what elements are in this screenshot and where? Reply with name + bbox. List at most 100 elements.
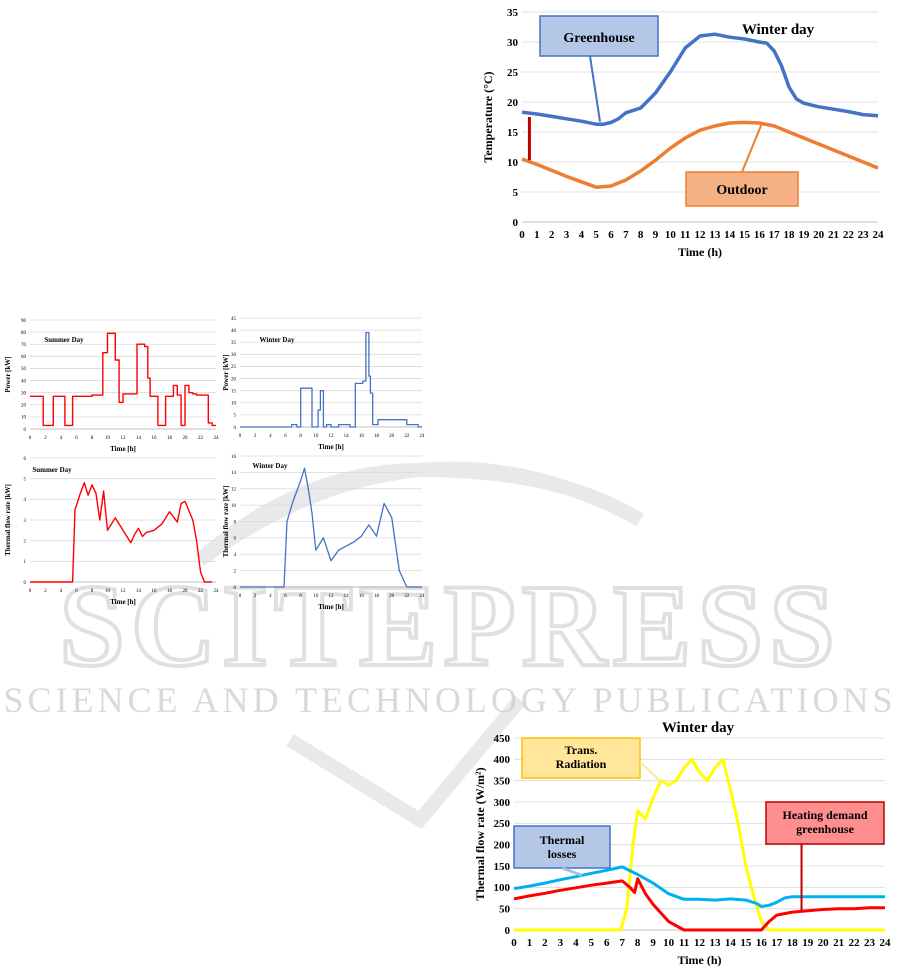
x-tick-label: 23: [858, 229, 870, 241]
x-tick-label: 10: [313, 594, 319, 599]
x-tick-label: 11: [680, 229, 690, 241]
greenhouse-callout-label: Greenhouse: [563, 31, 634, 46]
y-axis-title: Thermal flow rate (W/m²): [473, 767, 487, 900]
x-tick-label: 13: [709, 937, 721, 949]
y-tick-label: 10: [507, 157, 519, 169]
y-axis-title: Thermal flow rate [kW]: [222, 486, 230, 558]
x-axis-title: Time [h]: [318, 603, 344, 611]
x-tick-label: 20: [389, 434, 395, 439]
x-tick-label: 10: [663, 937, 675, 949]
y-tick-label: 4: [24, 498, 27, 503]
x-tick-label: 0: [519, 229, 525, 241]
x-tick-label: 3: [564, 229, 570, 241]
y-tick-label: 90: [21, 319, 27, 324]
y-tick-label: 40: [231, 329, 237, 334]
x-tick-label: 8: [91, 589, 94, 594]
x-tick-label: 0: [239, 434, 242, 439]
y-tick-label: 45: [231, 317, 237, 322]
y-tick-label: 30: [231, 353, 237, 358]
y-tick-label: 400: [494, 754, 511, 766]
chart-greenhouse-temperature: 0 5 10 15 20 25 30 35 0 1 2 3 4 5 6 7 8 9 10 11 12 13 14 15 16 17…: [478, 0, 890, 270]
greenhouse-callout-box: [539, 15, 659, 57]
x-tick-label: 5: [593, 229, 599, 241]
x-tick-label: 2: [254, 434, 257, 439]
x-tick-label: 14: [725, 937, 737, 949]
y-tick-label: 2: [234, 569, 237, 574]
x-tick-label: 19: [802, 937, 814, 949]
x-tick-label: 20: [818, 937, 830, 949]
x-tick-label: 7: [623, 229, 629, 241]
chart-heating-demand: 0 50 100 150 200 250 300 350 400 450 0 1 2 3 4 5 6 7 8 9 10 1…: [470, 718, 895, 967]
series-line-greenhouse: [521, 32, 879, 126]
x-tick-label: 20: [183, 589, 189, 594]
y-tick-label: 15: [231, 389, 237, 394]
x-tick-label: 22: [843, 229, 855, 241]
x-tick-label: 16: [756, 937, 768, 949]
y-tick-label: 1: [24, 560, 27, 565]
series-line-outdoor: [521, 120, 879, 189]
x-tick-label: 20: [183, 436, 189, 441]
x-tick-label: 8: [299, 594, 302, 599]
y-tick-label: 5: [24, 477, 27, 482]
y-tick-label: 0: [505, 925, 511, 937]
x-tick-label: 22: [849, 937, 861, 949]
y-tick-label: 250: [494, 818, 511, 830]
x-tick-label: 15: [740, 937, 752, 949]
y-tick-label: 30: [507, 37, 519, 49]
watermark-subtitle: SCIENCE AND TECHNOLOGY PUBLICATIONS: [3, 680, 896, 720]
x-tick-label: 10: [665, 229, 677, 241]
x-tick-label: 1: [527, 937, 533, 949]
x-tick-label: 18: [784, 229, 796, 241]
losses-callout-arrow: [561, 866, 583, 877]
chart-thermal-summer: 0 1 2 3 4 5 6 0 2 4 6 8 10 12 14 16 18 20 22 24 Time [h] Ther…: [4, 450, 226, 612]
x-axis-title: Time [h]: [110, 598, 136, 606]
y-tick-label: 5: [513, 187, 519, 199]
x-tick-label: 24: [880, 937, 892, 949]
chart-title: Winter Day: [253, 462, 288, 470]
x-tick-label: 24: [873, 229, 885, 241]
radiation-callout-label: Trans. Radiation: [556, 743, 607, 771]
x-tick-label: 24: [420, 594, 426, 599]
x-tick-label: 8: [638, 229, 644, 241]
y-tick-label: 80: [21, 331, 27, 336]
x-tick-label: 4: [573, 937, 579, 949]
y-tick-label: 0: [24, 581, 27, 586]
x-tick-label: 14: [136, 589, 142, 594]
x-tick-label: 6: [608, 229, 614, 241]
chart-power-winter: 0 5 10 15 20 25 30 35 40 45 0 2 4 6 8 10 12 14 16 18 20 22 24 T…: [222, 312, 432, 457]
y-tick-label: 12: [231, 488, 237, 493]
y-tick-label: 150: [494, 861, 511, 873]
y-axis-title: Thermal flow rate [kW]: [4, 484, 12, 556]
x-tick-label: 2: [254, 594, 257, 599]
x-tick-label: 12: [121, 436, 127, 441]
x-tick-label: 16: [359, 594, 365, 599]
x-tick-label: 18: [787, 937, 799, 949]
x-tick-label: 22: [198, 436, 204, 441]
x-tick-label: 6: [75, 589, 78, 594]
x-tick-label: 8: [299, 434, 302, 439]
y-tick-label: 35: [231, 341, 237, 346]
y-tick-label: 14: [231, 471, 237, 476]
y-tick-label: 4: [234, 553, 237, 558]
radiation-callout-arrow: [639, 761, 664, 784]
losses-callout-label: Thermal losses: [540, 833, 585, 861]
y-axis-title: Power [kW]: [222, 354, 230, 390]
x-tick-label: 10: [105, 589, 111, 594]
y-tick-label: 35: [507, 7, 519, 19]
x-tick-label: 3: [558, 937, 564, 949]
x-tick-label: 18: [167, 589, 173, 594]
radiation-callout-box: [521, 737, 641, 779]
x-tick-label: 9: [653, 229, 659, 241]
y-tick-label: 25: [231, 365, 237, 370]
y-tick-label: 10: [231, 402, 237, 407]
x-tick-label: 10: [313, 434, 319, 439]
x-tick-label: 6: [604, 937, 610, 949]
chart-title: Winter day: [662, 720, 735, 736]
x-tick-label: 15: [739, 229, 751, 241]
x-tick-label: 2: [44, 589, 47, 594]
y-tick-label: 16: [231, 455, 237, 460]
x-tick-label: 22: [404, 434, 410, 439]
outdoor-callout-box: [685, 171, 799, 207]
y-tick-label: 2: [24, 539, 27, 544]
